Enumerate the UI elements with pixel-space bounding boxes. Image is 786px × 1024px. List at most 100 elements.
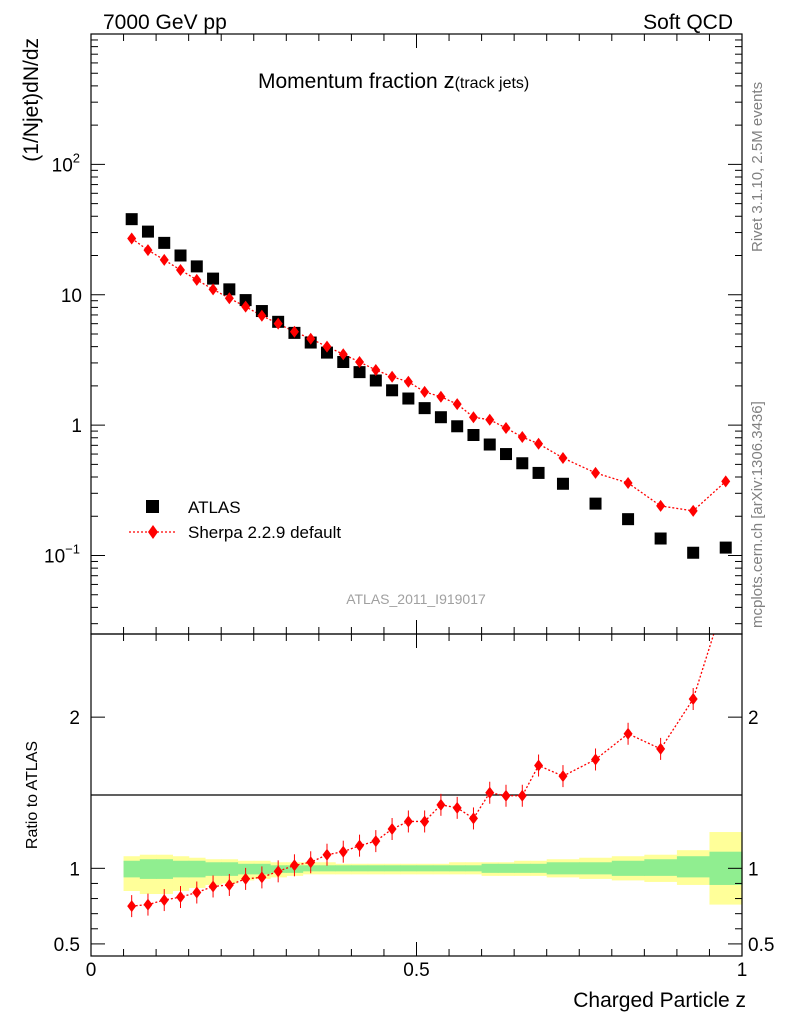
plot-title: Momentum fraction z(track jets) — [258, 68, 529, 93]
x-tick-label: 0 — [86, 960, 97, 981]
ratio-sherpa-line — [131, 634, 715, 907]
ratio-sherpa-point — [338, 845, 348, 858]
ratio-band-inner — [335, 865, 352, 872]
ratio-band-inner — [172, 860, 190, 878]
sherpa-point — [371, 363, 381, 376]
ratio-sherpa-point — [159, 894, 169, 907]
ratio-sherpa-point — [534, 759, 544, 772]
sherpa-point — [322, 340, 332, 353]
ratio-sherpa-point — [371, 835, 381, 848]
plot-title-main: Momentum fraction — [258, 70, 444, 93]
ratio-sherpa-point — [501, 789, 511, 802]
ratio-band-inner — [546, 862, 580, 875]
sherpa-point — [273, 317, 283, 330]
atlas-point — [719, 541, 732, 554]
ratio-sherpa-point — [623, 727, 633, 740]
atlas-point — [386, 384, 399, 397]
main-y-tick-label: 10 — [61, 286, 82, 307]
ratio-sherpa-point — [143, 898, 153, 911]
ratio-band-inner — [514, 863, 532, 873]
ratio-sherpa-point — [387, 823, 397, 836]
ratio-band-inner — [156, 859, 173, 879]
atlas-point — [622, 513, 635, 526]
ratio-sherpa-point — [403, 815, 413, 828]
ratio-data-marks — [127, 634, 715, 918]
header-category-label: Soft QCD — [643, 11, 733, 34]
sherpa-point — [623, 476, 633, 489]
atlas-point — [451, 420, 464, 433]
sherpa-point — [387, 370, 397, 383]
ratio-band-inner — [400, 865, 418, 872]
main-y-tick-label-base: 10 — [52, 155, 73, 176]
rivet-version-label: Rivet 3.1.10, 2.5M events — [749, 82, 766, 252]
sherpa-point — [420, 385, 430, 398]
atlas-point — [434, 411, 447, 424]
atlas-point — [654, 532, 667, 545]
ratio-y-tick-label-right: 1 — [748, 859, 759, 880]
ratio-sherpa-point — [224, 878, 234, 891]
ratio-panel: 0.5 0.51 12 20 0.5 1 Ratio to ATLAS Charged P… — [24, 633, 774, 1012]
ratio-band-inner — [416, 865, 434, 872]
ratio-sherpa-point — [452, 801, 462, 814]
atlas-point — [174, 249, 187, 262]
ratio-sherpa-point — [468, 812, 478, 825]
plot-title-sub: (track jets) — [455, 75, 530, 92]
x-tick-label: 0.5 — [403, 960, 429, 981]
main-y-tick-label-exp: 2 — [73, 150, 80, 165]
main-y-tick-label-base: 1 — [71, 416, 82, 437]
atlas-point — [402, 392, 415, 405]
ratio-y-tick-label-left: 2 — [69, 708, 80, 729]
ratio-band-inner — [432, 865, 450, 872]
ratio-band-inner — [123, 860, 141, 878]
ratio-y-tick-label-right: 2 — [748, 708, 759, 729]
sherpa-point — [656, 499, 666, 512]
ratio-sherpa-point — [306, 856, 316, 869]
sherpa-point — [159, 253, 169, 266]
legend-sherpa-marker — [148, 525, 158, 539]
atlas-point — [483, 438, 496, 451]
ratio-sherpa-point — [257, 871, 267, 884]
sherpa-point — [591, 466, 601, 479]
sherpa-point — [534, 437, 544, 450]
ratio-sherpa-point — [420, 815, 430, 828]
sherpa-point — [143, 244, 153, 257]
ratio-band-inner — [465, 865, 483, 872]
sherpa-point — [127, 232, 137, 245]
ratio-y-tick-label-left: 1 — [69, 859, 80, 880]
sherpa-point — [485, 413, 495, 426]
x-tick-label: 1 — [737, 960, 748, 981]
ratio-band-inner — [367, 865, 385, 872]
ratio-sherpa-point — [656, 742, 666, 755]
atlas-point — [687, 546, 700, 559]
ratio-sherpa-point — [289, 859, 299, 872]
ratio-uncertainty-bands — [123, 832, 743, 905]
sherpa-point — [192, 273, 202, 286]
atlas-point — [125, 213, 138, 226]
header-energy-label: 7000 GeV pp — [103, 11, 227, 34]
ratio-sherpa-point — [591, 753, 601, 766]
ratio-sherpa-point — [558, 770, 568, 783]
sherpa-point — [289, 325, 299, 338]
atlas-point — [190, 260, 203, 273]
legend-sherpa-label: Sherpa 2.2.9 default — [188, 523, 341, 542]
sherpa-point — [468, 411, 478, 424]
sherpa-point — [436, 390, 446, 403]
ratio-sherpa-point — [127, 900, 137, 913]
ratio-band-inner — [579, 862, 613, 875]
ratio-band-inner — [188, 860, 206, 878]
atlas-point — [369, 374, 382, 387]
main-y-tick-label: 10−1 — [44, 542, 80, 568]
main-y-tick-label-base: 10 — [61, 286, 82, 307]
sherpa-point — [208, 283, 218, 296]
ratio-panel-frame — [90, 633, 743, 957]
sherpa-point — [403, 375, 413, 388]
sherpa-point — [306, 332, 316, 345]
ratio-sherpa-point — [485, 786, 495, 799]
atlas-point — [141, 225, 154, 238]
main-y-tick-label: 102 — [52, 150, 80, 176]
atlas-point — [556, 477, 569, 490]
sherpa-point — [721, 475, 731, 488]
